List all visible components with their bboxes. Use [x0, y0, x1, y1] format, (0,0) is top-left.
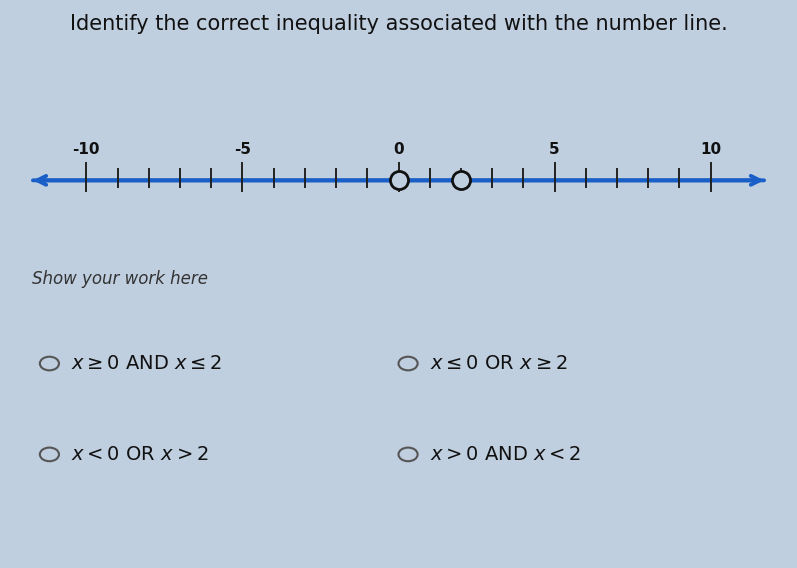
Text: $x > 0$ AND $x < 2$: $x > 0$ AND $x < 2$ [430, 445, 581, 464]
Text: $x \geq 0$ AND $x \leq 2$: $x \geq 0$ AND $x \leq 2$ [71, 354, 222, 373]
Text: -5: -5 [234, 142, 251, 157]
Text: $x \leq 0$ OR $x \geq 2$: $x \leq 0$ OR $x \geq 2$ [430, 354, 567, 373]
Text: Identify the correct inequality associated with the number line.: Identify the correct inequality associat… [69, 14, 728, 34]
Text: -10: -10 [73, 142, 100, 157]
Text: 10: 10 [700, 142, 721, 157]
Text: $x < 0$ OR $x > 2$: $x < 0$ OR $x > 2$ [71, 445, 209, 464]
Text: Show your work here: Show your work here [32, 270, 208, 288]
Text: 5: 5 [549, 142, 559, 157]
Text: 0: 0 [393, 142, 404, 157]
